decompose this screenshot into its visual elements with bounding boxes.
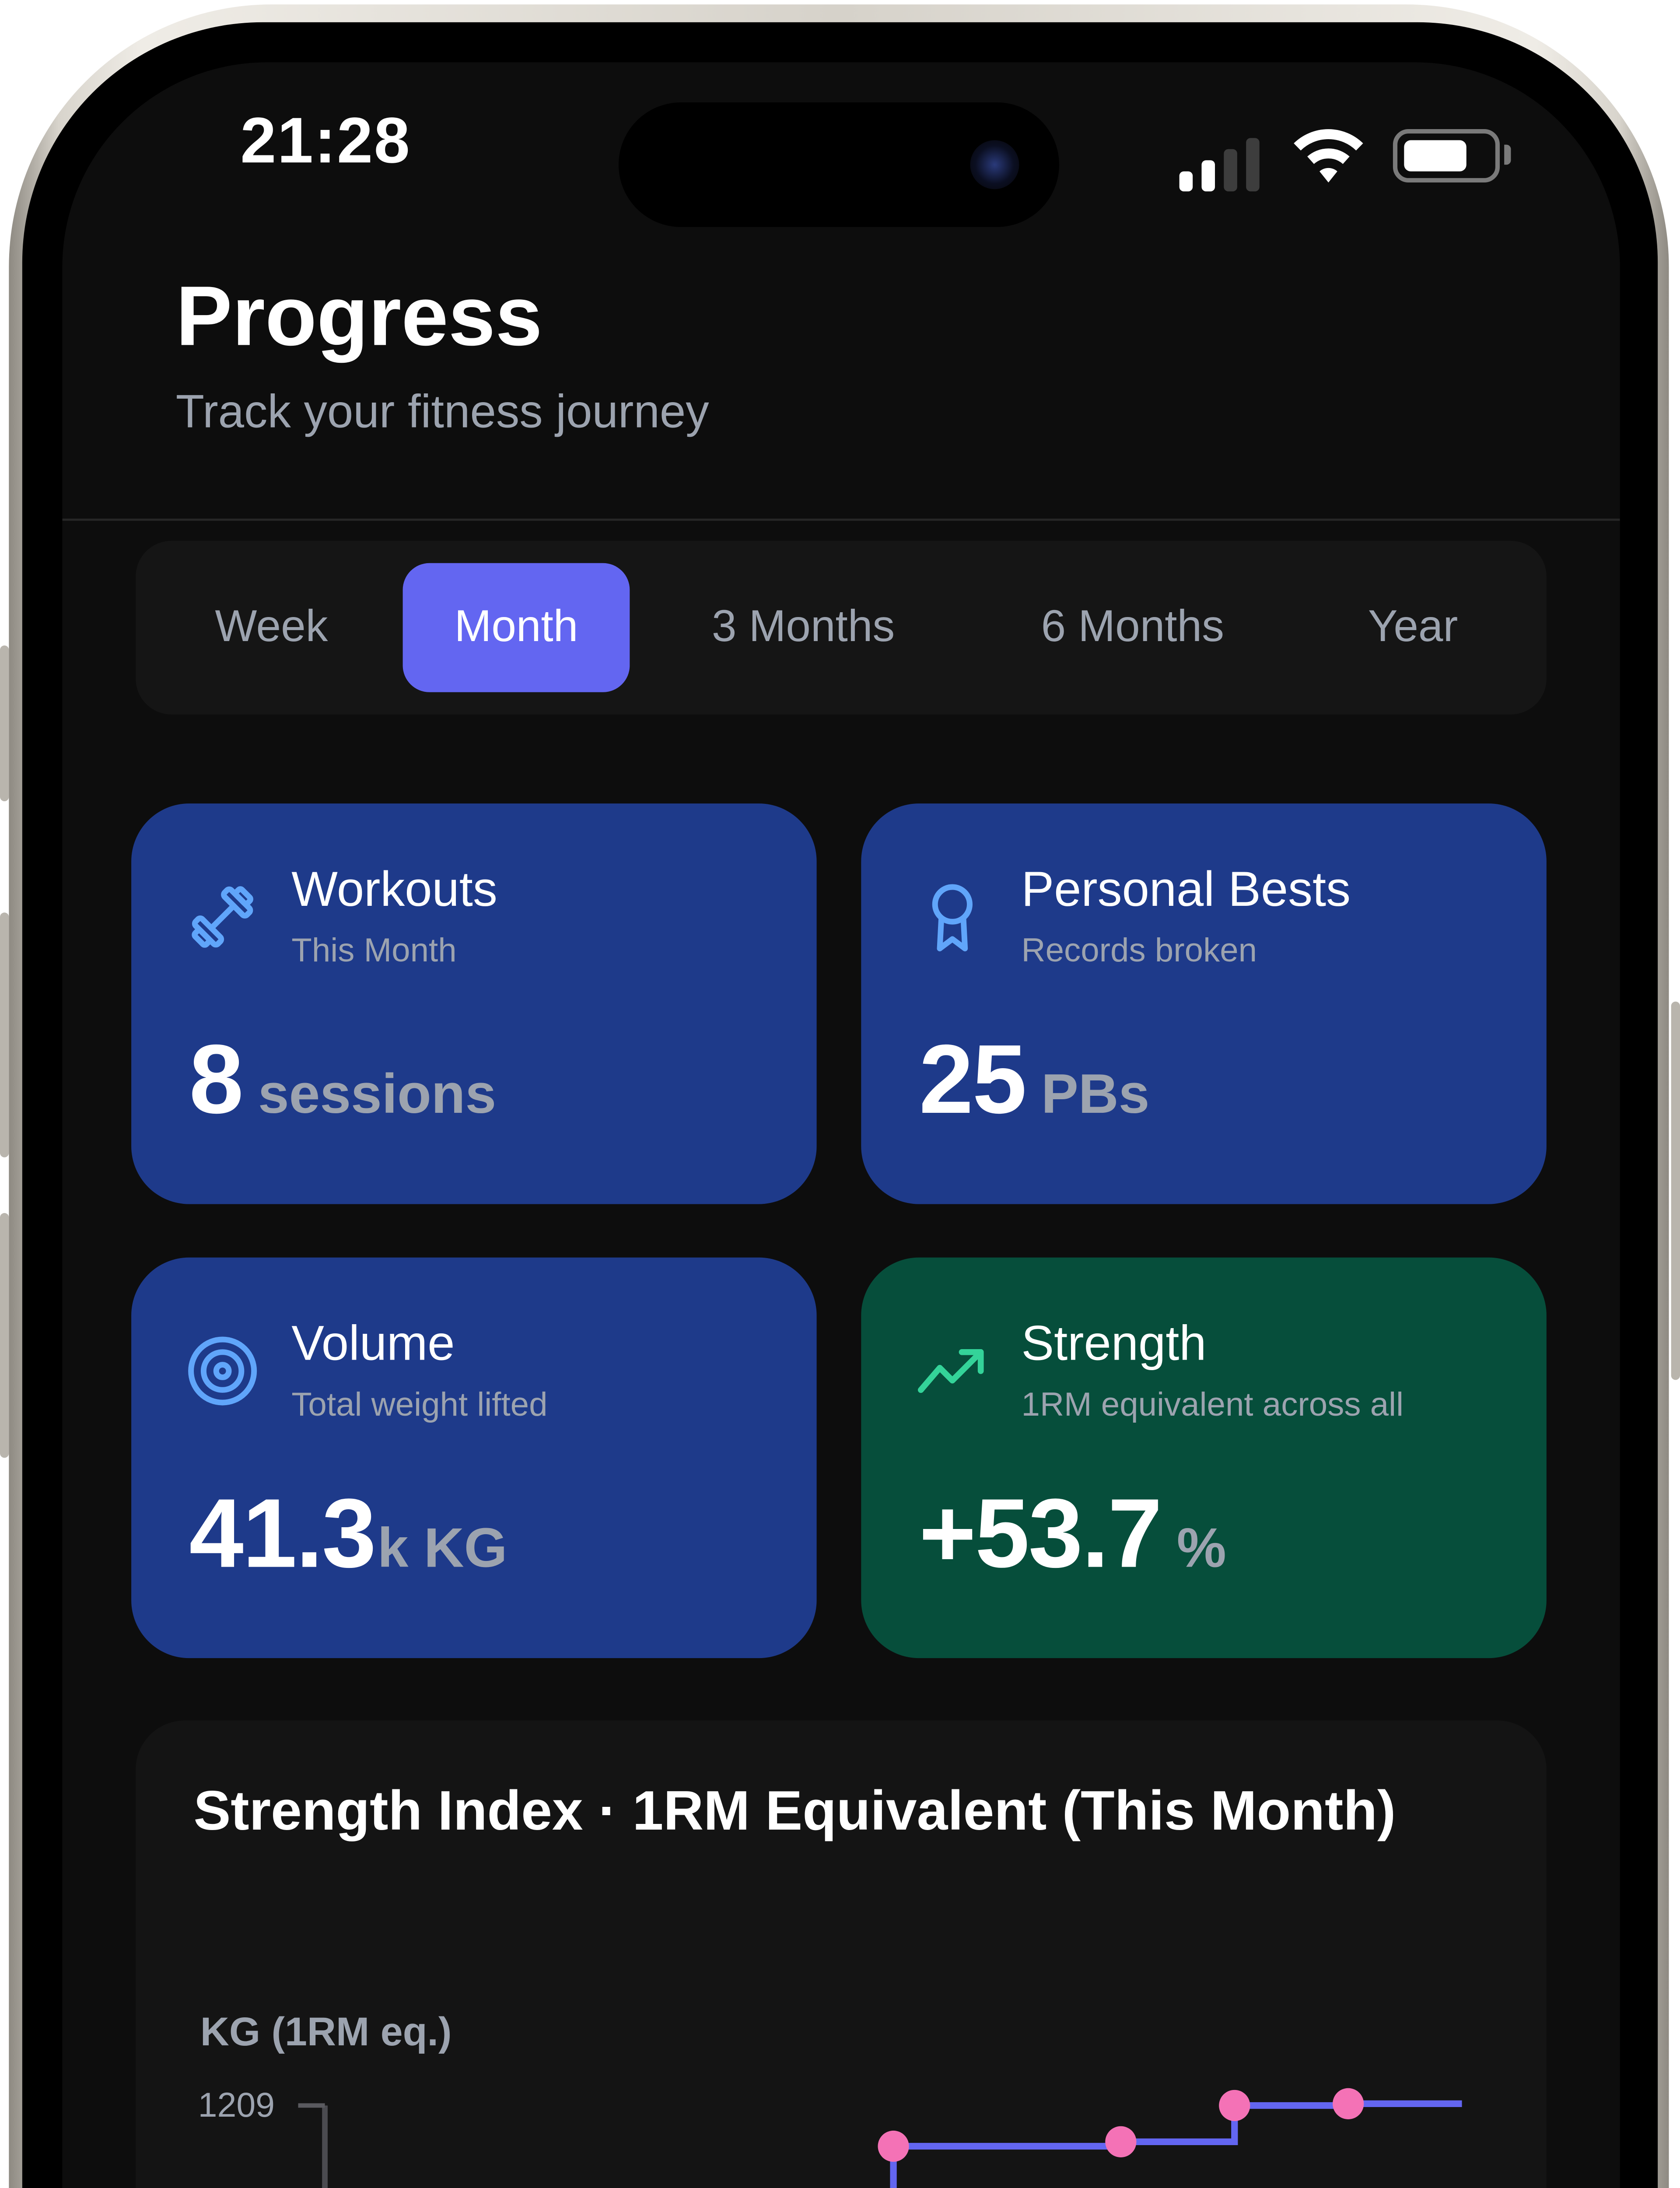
stat-value: 41.3 (189, 1480, 376, 1589)
stat-unit: k KG (377, 1518, 508, 1581)
stat-title: Strength (1021, 1315, 1207, 1371)
battery-icon (1393, 129, 1500, 183)
stat-subtitle: 1RM equivalent across all (1021, 1386, 1404, 1425)
side-button-power (1671, 1001, 1680, 1380)
signal-icon (1179, 138, 1268, 192)
strength-step-line (890, 2100, 1462, 2188)
dynamic-island (618, 102, 1059, 227)
stat-value-line: 25 PBs (919, 1026, 1150, 1137)
wifi-icon (1294, 129, 1363, 183)
strength-index-chart-card: Strength Index · 1RM Equivalent (This Mo… (136, 1720, 1547, 2188)
svg-text:1209: 1209 (198, 2086, 275, 2124)
stat-value-line: 8 sessions (189, 1026, 496, 1137)
chart-title: Strength Index · 1RM Equivalent (This Mo… (193, 1780, 1396, 1843)
stat-value: 8 (189, 1026, 244, 1135)
stat-subtitle: This Month (291, 933, 457, 971)
header-divider (62, 519, 1620, 521)
period-month[interactable]: Month (402, 563, 630, 692)
period-year[interactable]: Year (1368, 603, 1458, 652)
dumbbell-icon (192, 886, 253, 948)
chart-y-axis-label: KG (1RM eq.) (200, 2009, 452, 2055)
data-point-markers (878, 2088, 1364, 2162)
period-week[interactable]: Week (215, 603, 328, 652)
side-button-volume-down (0, 1213, 9, 1458)
side-button-mute (0, 645, 9, 801)
stat-card-volume[interactable]: Volume Total weight lifted 41.3 k KG (131, 1257, 817, 1659)
award-ribbon-icon (932, 884, 973, 952)
stat-card-personal-bests[interactable]: Personal Bests Records broken 25 PBs (861, 803, 1547, 1204)
stat-unit: PBs (1041, 1064, 1150, 1126)
stat-value-line: +53.7% (919, 1480, 1226, 1591)
stat-value: +53.7 (919, 1480, 1162, 1589)
side-button-volume-up (0, 912, 9, 1157)
stat-subtitle: Records broken (1021, 933, 1257, 971)
stat-unit: % (1176, 1518, 1226, 1581)
stat-card-workouts[interactable]: Workouts This Month 8 sessions (131, 803, 817, 1204)
stat-title: Workouts (291, 861, 497, 917)
stat-title: Volume (291, 1315, 455, 1371)
status-time: 21:28 (240, 107, 411, 178)
y-tick-labels: 1209 967 725 484 242 0 (198, 2086, 275, 2124)
period-selector: Week Month 3 Months 6 Months Year (136, 540, 1547, 715)
stat-value-line: 41.3 k KG (189, 1480, 507, 1591)
stat-unit: sessions (258, 1064, 497, 1126)
stat-subtitle: Total weight lifted (291, 1386, 548, 1425)
battery-cap (1504, 144, 1511, 165)
status-bar: 21:28 (62, 62, 1620, 263)
app-screen: 21:28 Progress Track your fitness journe… (62, 62, 1620, 2188)
stat-value: 25 (919, 1026, 1027, 1135)
stat-title: Personal Bests (1021, 861, 1351, 917)
strength-step-chart: 1209 967 725 484 242 0 1 3 (198, 2086, 1462, 2188)
page-subtitle: Track your fitness journey (175, 387, 709, 438)
camera-icon (970, 140, 1019, 189)
stat-card-strength[interactable]: Strength 1RM equivalent across all +53.7… (861, 1257, 1547, 1659)
period-3-months[interactable]: 3 Months (711, 603, 895, 652)
page-title: Progress (175, 271, 542, 365)
target-icon (188, 1336, 257, 1406)
period-6-months[interactable]: 6 Months (1041, 603, 1224, 652)
trending-up-icon (917, 1349, 984, 1393)
